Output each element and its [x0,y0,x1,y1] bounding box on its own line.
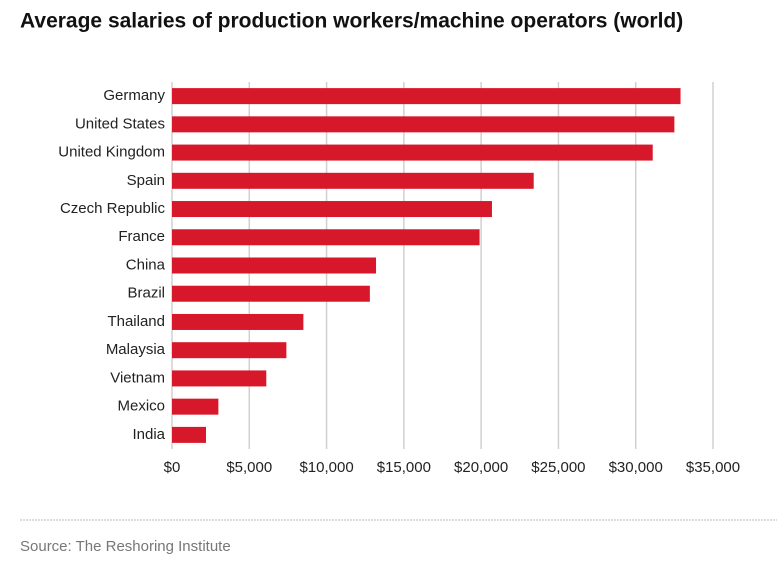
y-tick-label: India [132,426,165,443]
bar [172,398,219,415]
source: Source: The Reshoring Institute [20,538,231,555]
x-tick-label: $15,000 [377,459,431,476]
y-tick-label: France [118,228,165,245]
y-tick-label: Czech Republic [60,200,166,217]
y-tick-label: Germany [103,87,165,104]
bar [172,342,287,359]
bar [172,172,534,189]
y-tick-label: Malaysia [106,341,166,358]
bar [172,285,370,302]
x-tick-label: $0 [164,459,181,476]
x-tick-label: $10,000 [299,459,353,476]
bar [172,116,675,133]
y-tick-label: Spain [127,172,165,189]
x-tick-label: $35,000 [686,459,740,476]
bar [172,144,653,161]
bar [172,229,480,246]
y-tick-label: Thailand [107,313,165,330]
bar [172,88,681,105]
x-tick-label: $20,000 [454,459,508,476]
bar [172,201,492,218]
x-tick-label: $25,000 [531,459,585,476]
bar [172,370,267,387]
bar [172,257,377,274]
y-tick-label: United Kingdom [58,144,165,161]
y-tick-label: China [126,256,166,273]
y-tick-label: Brazil [127,285,165,302]
bar [172,313,304,330]
x-tick-label: $30,000 [609,459,663,476]
chart-title: Average salaries of production workers/m… [20,10,683,33]
bar [172,426,207,443]
x-tick-label: $5,000 [226,459,272,476]
y-tick-label: Vietnam [110,369,165,386]
y-tick-label: United States [75,115,165,132]
y-tick-label: Mexico [117,398,165,415]
